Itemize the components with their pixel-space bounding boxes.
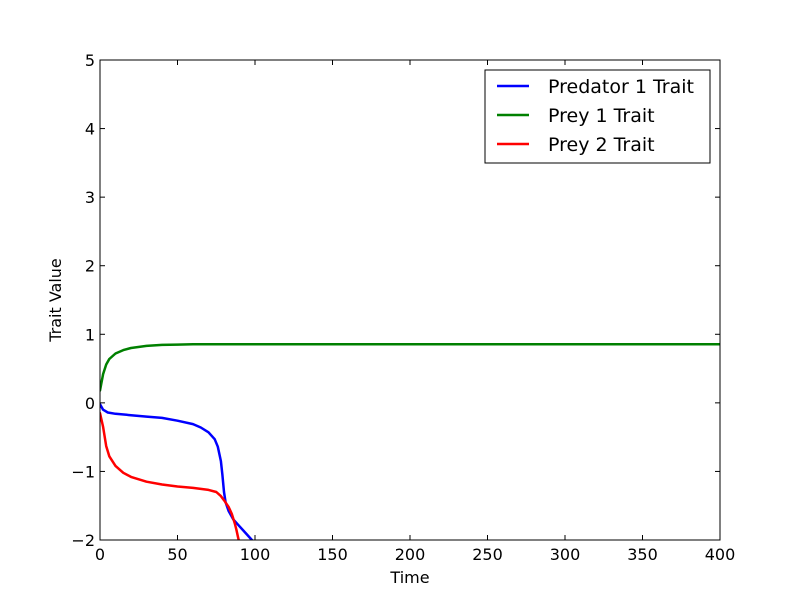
x-tick-label: 400 xyxy=(705,545,736,564)
legend-label: Predator 1 Trait xyxy=(548,76,694,98)
y-axis: −2 −1 0 1 2 3 4 5 xyxy=(71,51,720,550)
x-tick-label: 150 xyxy=(317,545,348,564)
legend-label: Prey 1 Trait xyxy=(548,105,655,127)
x-tick-label: 100 xyxy=(240,545,271,564)
x-axis: 0 50 100 150 200 250 300 350 400 xyxy=(95,60,735,564)
series-line-2 xyxy=(100,342,720,392)
y-tick-label: 3 xyxy=(85,188,95,207)
y-tick-label: 0 xyxy=(85,394,95,413)
y-tick-label: −2 xyxy=(71,531,95,550)
x-axis-label: Time xyxy=(389,568,429,587)
y-tick-label: 2 xyxy=(85,257,95,276)
x-tick-label: 350 xyxy=(627,545,658,564)
x-tick-label: 50 xyxy=(167,545,187,564)
y-tick-label: 1 xyxy=(85,325,95,344)
y-tick-label: 4 xyxy=(85,120,95,139)
x-tick-label: 300 xyxy=(550,545,581,564)
y-tick-label: 5 xyxy=(85,51,95,70)
legend-label: Prey 2 Trait xyxy=(548,134,655,156)
x-tick-label: 0 xyxy=(95,545,105,564)
y-axis-label: Trait Value xyxy=(46,258,65,343)
x-tick-label: 250 xyxy=(472,545,503,564)
series-line-3 xyxy=(100,411,240,540)
x-tick-label: 200 xyxy=(395,545,426,564)
y-tick-label: −1 xyxy=(71,462,95,481)
plot-lines xyxy=(100,342,720,540)
legend: Predator 1 Trait Prey 1 Trait Prey 2 Trait xyxy=(484,69,711,164)
